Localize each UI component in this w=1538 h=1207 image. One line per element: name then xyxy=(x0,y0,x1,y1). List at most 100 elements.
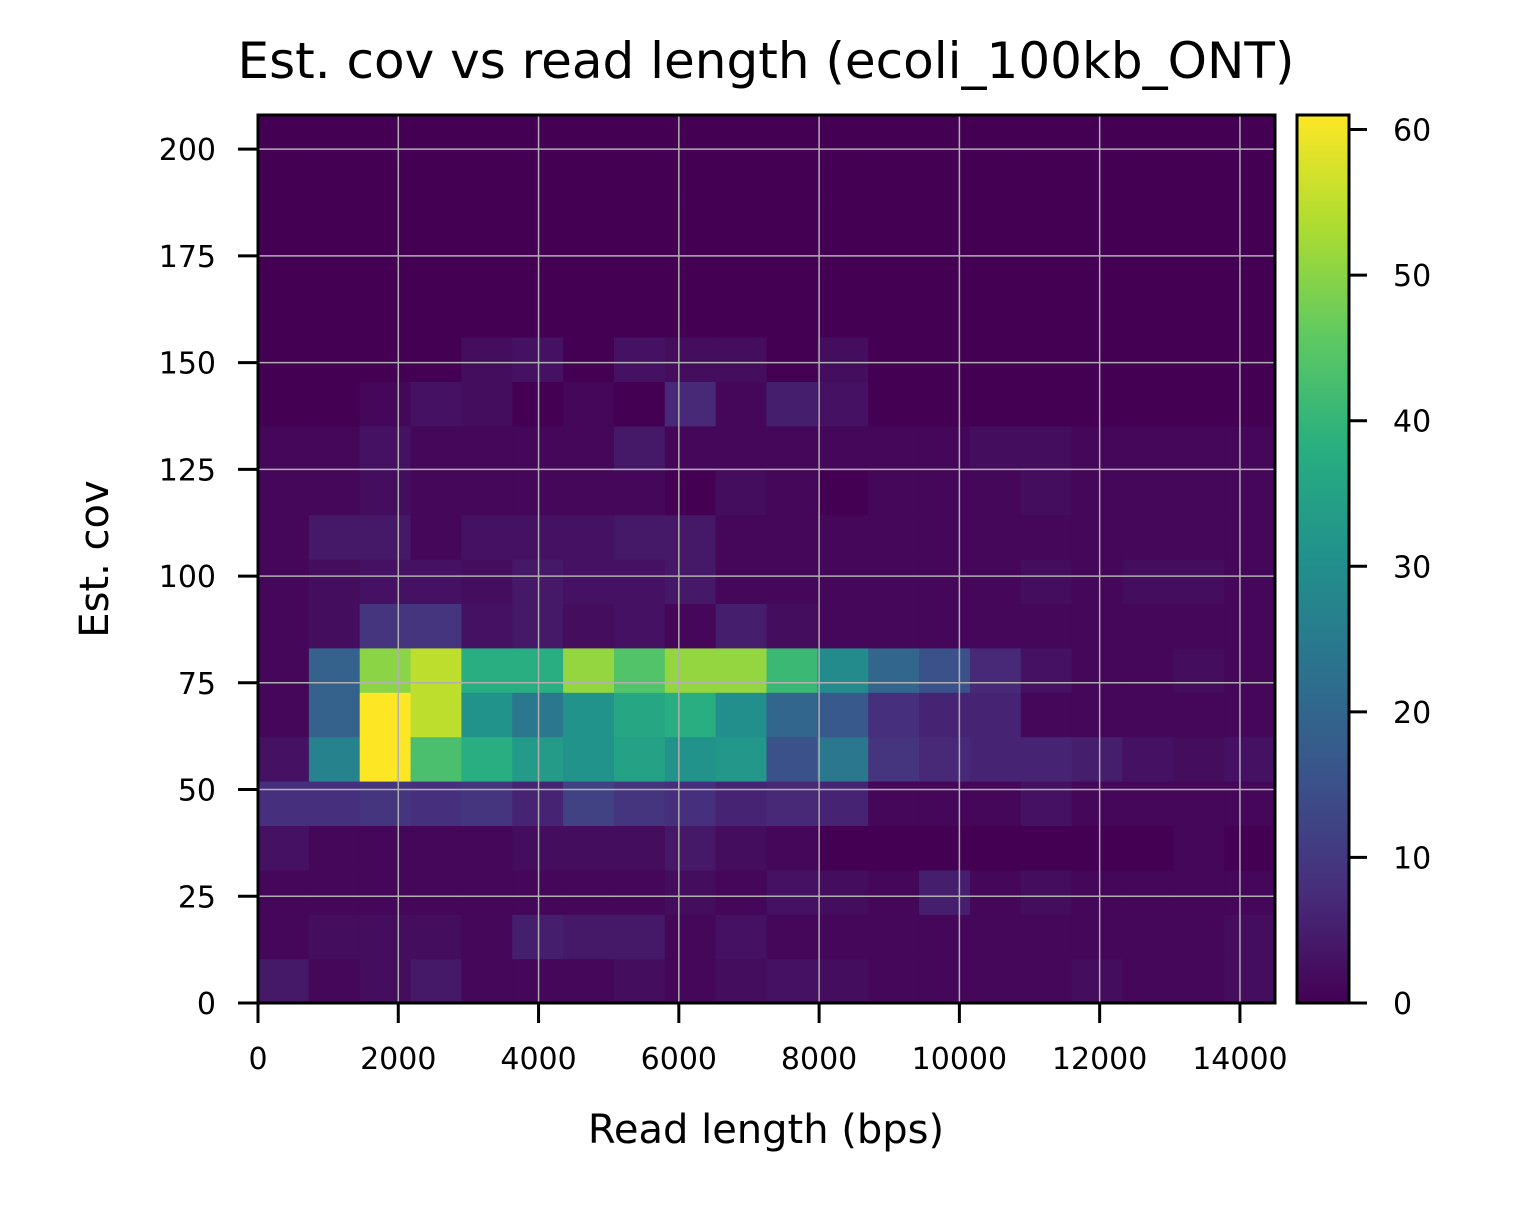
heatmap-cell xyxy=(258,248,310,294)
heatmap-cell xyxy=(1071,736,1124,782)
heatmap-cell xyxy=(1173,825,1225,871)
heatmap-cell xyxy=(766,958,818,1003)
heatmap-cell xyxy=(664,647,717,693)
heatmap-cell xyxy=(1122,781,1174,826)
heatmap-cell xyxy=(359,869,412,915)
heatmap-cell xyxy=(868,692,920,738)
heatmap-cell xyxy=(308,514,361,560)
heatmap-cell xyxy=(258,470,310,516)
heatmap-cell xyxy=(563,781,615,826)
heatmap-cell xyxy=(1020,958,1073,1003)
heatmap-cell xyxy=(308,559,361,604)
heatmap-cell xyxy=(1122,603,1174,649)
heatmap-cell xyxy=(410,159,462,205)
heatmap-cell xyxy=(919,425,971,471)
heatmap-cell xyxy=(1224,958,1275,1003)
x-axis-label: Read length (bps) xyxy=(588,1107,944,1153)
heatmap-cell xyxy=(664,869,717,915)
heatmap-cell xyxy=(969,603,1022,649)
heatmap-cell xyxy=(715,115,768,160)
heatmap-cell xyxy=(766,292,818,338)
heatmap-cell xyxy=(919,958,971,1003)
heatmap-cell xyxy=(613,781,666,826)
heatmap-cell xyxy=(919,914,971,960)
heatmap-cell xyxy=(410,381,462,427)
colorbar-tick-label: 10 xyxy=(1393,841,1431,876)
heatmap-cell xyxy=(461,514,513,560)
heatmap-cell xyxy=(1173,559,1225,604)
heatmap-cell xyxy=(258,958,310,1003)
heatmap-cell xyxy=(308,825,361,871)
heatmap-cell xyxy=(817,470,869,516)
heatmap-cells xyxy=(258,115,1275,1003)
heatmap-cell xyxy=(410,559,462,604)
heatmap-cell xyxy=(1173,248,1225,294)
heatmap-cell xyxy=(1071,470,1124,516)
heatmap-cell xyxy=(563,736,615,782)
heatmap-cell xyxy=(664,159,717,205)
heatmap-cell xyxy=(410,248,462,294)
heatmap-cell xyxy=(969,559,1022,604)
heatmap-cell xyxy=(1071,825,1124,871)
heatmap-cell xyxy=(410,736,462,782)
heatmap-cell xyxy=(613,514,666,560)
heatmap-cell xyxy=(868,603,920,649)
heatmap-cell xyxy=(817,115,869,160)
heatmap-cell xyxy=(1071,159,1124,205)
x-tick-label: 6000 xyxy=(641,1042,717,1077)
heatmap-cell xyxy=(308,292,361,338)
heatmap-cell xyxy=(1071,869,1124,915)
heatmap-cell xyxy=(1122,203,1174,249)
heatmap-cell xyxy=(308,248,361,294)
heatmap-cell xyxy=(766,559,818,604)
heatmap-cell xyxy=(766,425,818,471)
heatmap-cell xyxy=(1173,958,1225,1003)
heatmap-cell xyxy=(359,958,412,1003)
heatmap-cell xyxy=(359,203,412,249)
heatmap-cell xyxy=(1122,869,1174,915)
heatmap-cell xyxy=(461,115,513,160)
heatmap-cell xyxy=(919,825,971,871)
heatmap-cell xyxy=(1020,692,1073,738)
y-tick-label: 150 xyxy=(159,347,216,382)
heatmap-cell xyxy=(563,292,615,338)
colorbar-tick-label: 50 xyxy=(1393,259,1431,294)
heatmap-cell xyxy=(1122,115,1174,160)
heatmap-cell xyxy=(664,559,717,604)
heatmap-cell xyxy=(664,514,717,560)
heatmap-cell xyxy=(613,470,666,516)
heatmap-cell xyxy=(715,958,768,1003)
heatmap-cell xyxy=(868,248,920,294)
heatmap-cell xyxy=(969,825,1022,871)
heatmap-cell xyxy=(664,603,717,649)
y-tick-label: 100 xyxy=(159,560,216,595)
x-tick-label: 4000 xyxy=(500,1042,576,1077)
heatmap-cell xyxy=(563,514,615,560)
heatmap-cell xyxy=(1224,559,1275,604)
heatmap-cell xyxy=(1071,203,1124,249)
heatmap-cell xyxy=(766,514,818,560)
heatmap-cell xyxy=(1224,337,1275,382)
x-tick-label: 8000 xyxy=(781,1042,857,1077)
heatmap-cell xyxy=(766,736,818,782)
heatmap-cell xyxy=(664,248,717,294)
heatmap-cell xyxy=(868,736,920,782)
heatmap-cell xyxy=(664,914,717,960)
heatmap-cell xyxy=(410,603,462,649)
heatmap-cell xyxy=(258,559,310,604)
heatmap-cell xyxy=(1122,692,1174,738)
heatmap-cell xyxy=(1071,781,1124,826)
heatmap-cell xyxy=(919,647,971,693)
heatmap-cell xyxy=(1122,292,1174,338)
heatmap-cell xyxy=(258,692,310,738)
heatmap-cell xyxy=(308,869,361,915)
heatmap-cell xyxy=(1224,603,1275,649)
heatmap-cell xyxy=(563,825,615,871)
heatmap-cell xyxy=(919,736,971,782)
heatmap-cell xyxy=(1020,736,1073,782)
heatmap-cell xyxy=(1224,159,1275,205)
heatmap-cell xyxy=(1020,647,1073,693)
heatmap-cell xyxy=(461,603,513,649)
heatmap-cell xyxy=(410,958,462,1003)
heatmap-cell xyxy=(563,470,615,516)
